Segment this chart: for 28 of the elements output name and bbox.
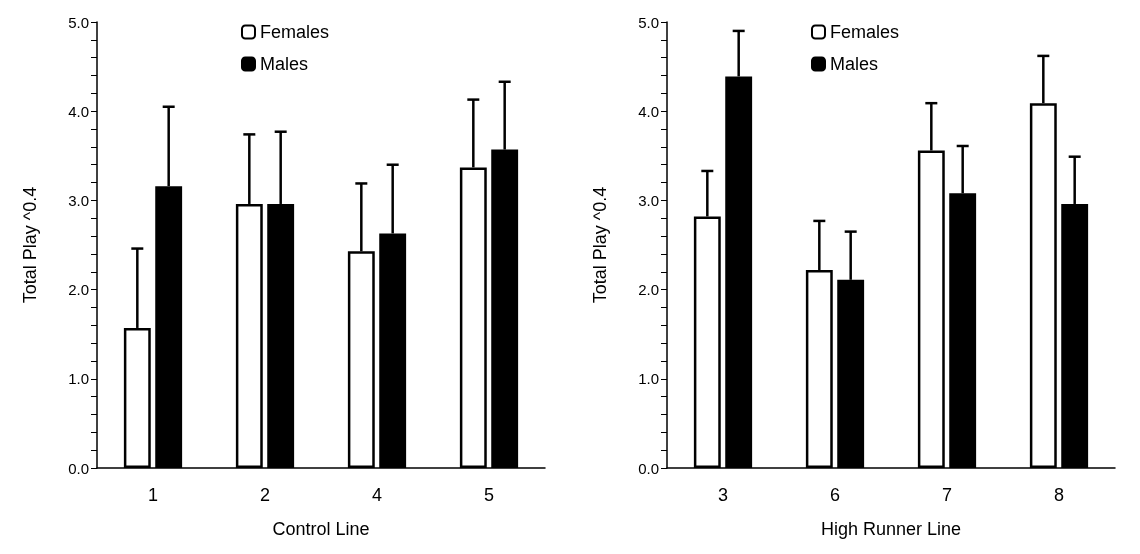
y-tick-label: 1.0 [638,370,659,388]
x-axis-title: Control Line [272,519,370,539]
y-tick-label: 4.0 [68,102,89,120]
x-tick-label: 1 [147,485,159,505]
legend-label: Females [259,22,330,42]
x-tick-label: 3 [717,485,729,505]
x-tick-label: 2 [259,485,271,505]
y-axis-title: Total Play ^0.4 [590,186,610,304]
legend-label: Males [259,54,309,74]
y-axis-title: Total Play ^0.4 [20,186,40,304]
y-tick-label: 1.0 [68,370,89,388]
y-tick-label: 2.0 [68,281,89,299]
x-tick-label: 6 [829,485,841,505]
y-tick-label: 0.0 [638,459,659,477]
x-tick-label: 8 [1053,485,1065,505]
x-tick-label: 4 [371,485,383,505]
x-axis-title: High Runner Line [820,519,962,539]
y-tick-label: 3.0 [68,191,89,209]
legend-label: Females [829,22,900,42]
y-tick-label: 4.0 [638,102,659,120]
y-tick-label: 2.0 [638,281,659,299]
y-tick-label: 5.0 [68,13,89,31]
x-tick-label: 5 [483,485,495,505]
y-tick-label: 0.0 [68,459,89,477]
legend-label: Males [829,54,879,74]
x-tick-label: 7 [941,485,953,505]
y-tick-label: 3.0 [638,191,659,209]
y-tick-label: 5.0 [638,13,659,31]
